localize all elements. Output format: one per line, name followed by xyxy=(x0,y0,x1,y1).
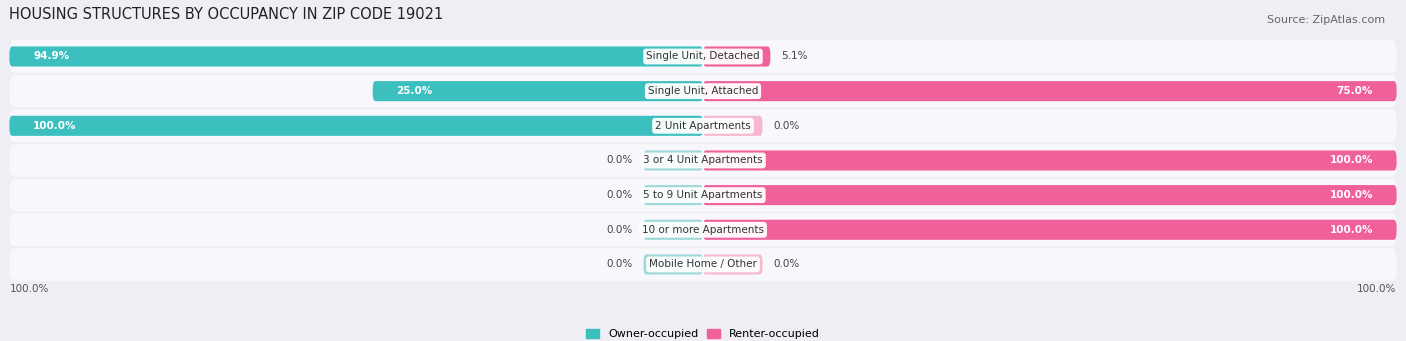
FancyBboxPatch shape xyxy=(703,116,762,136)
Text: 100.0%: 100.0% xyxy=(1329,155,1372,165)
FancyBboxPatch shape xyxy=(644,185,703,205)
FancyBboxPatch shape xyxy=(10,144,1396,177)
Text: 0.0%: 0.0% xyxy=(607,155,633,165)
Text: Single Unit, Attached: Single Unit, Attached xyxy=(648,86,758,96)
Text: 25.0%: 25.0% xyxy=(396,86,433,96)
Legend: Owner-occupied, Renter-occupied: Owner-occupied, Renter-occupied xyxy=(581,324,825,341)
Text: 0.0%: 0.0% xyxy=(607,190,633,200)
FancyBboxPatch shape xyxy=(10,75,1396,107)
FancyBboxPatch shape xyxy=(10,213,1396,246)
Text: 94.9%: 94.9% xyxy=(34,51,69,61)
Text: HOUSING STRUCTURES BY OCCUPANCY IN ZIP CODE 19021: HOUSING STRUCTURES BY OCCUPANCY IN ZIP C… xyxy=(10,7,444,22)
Text: 5.1%: 5.1% xyxy=(780,51,807,61)
FancyBboxPatch shape xyxy=(703,46,770,66)
Text: Source: ZipAtlas.com: Source: ZipAtlas.com xyxy=(1267,15,1385,25)
FancyBboxPatch shape xyxy=(703,81,1396,101)
Text: 0.0%: 0.0% xyxy=(607,260,633,269)
FancyBboxPatch shape xyxy=(644,220,703,240)
FancyBboxPatch shape xyxy=(644,150,703,170)
FancyBboxPatch shape xyxy=(10,109,1396,142)
Text: 0.0%: 0.0% xyxy=(773,260,799,269)
Text: 100.0%: 100.0% xyxy=(34,121,77,131)
FancyBboxPatch shape xyxy=(10,40,1396,73)
FancyBboxPatch shape xyxy=(10,179,1396,211)
FancyBboxPatch shape xyxy=(703,185,1396,205)
FancyBboxPatch shape xyxy=(10,116,703,136)
Text: 5 to 9 Unit Apartments: 5 to 9 Unit Apartments xyxy=(644,190,762,200)
Text: 0.0%: 0.0% xyxy=(607,225,633,235)
Text: 3 or 4 Unit Apartments: 3 or 4 Unit Apartments xyxy=(643,155,763,165)
Text: 75.0%: 75.0% xyxy=(1337,86,1372,96)
FancyBboxPatch shape xyxy=(703,150,1396,170)
FancyBboxPatch shape xyxy=(644,254,703,275)
Text: 10 or more Apartments: 10 or more Apartments xyxy=(643,225,763,235)
Text: Single Unit, Detached: Single Unit, Detached xyxy=(647,51,759,61)
FancyBboxPatch shape xyxy=(703,220,1396,240)
FancyBboxPatch shape xyxy=(10,46,703,66)
Text: 0.0%: 0.0% xyxy=(773,121,799,131)
Text: Mobile Home / Other: Mobile Home / Other xyxy=(650,260,756,269)
Text: 100.0%: 100.0% xyxy=(1329,225,1372,235)
FancyBboxPatch shape xyxy=(10,248,1396,281)
Text: 100.0%: 100.0% xyxy=(10,284,49,294)
Text: 100.0%: 100.0% xyxy=(1357,284,1396,294)
FancyBboxPatch shape xyxy=(703,254,762,275)
Text: 100.0%: 100.0% xyxy=(1329,190,1372,200)
Text: 2 Unit Apartments: 2 Unit Apartments xyxy=(655,121,751,131)
FancyBboxPatch shape xyxy=(373,81,703,101)
